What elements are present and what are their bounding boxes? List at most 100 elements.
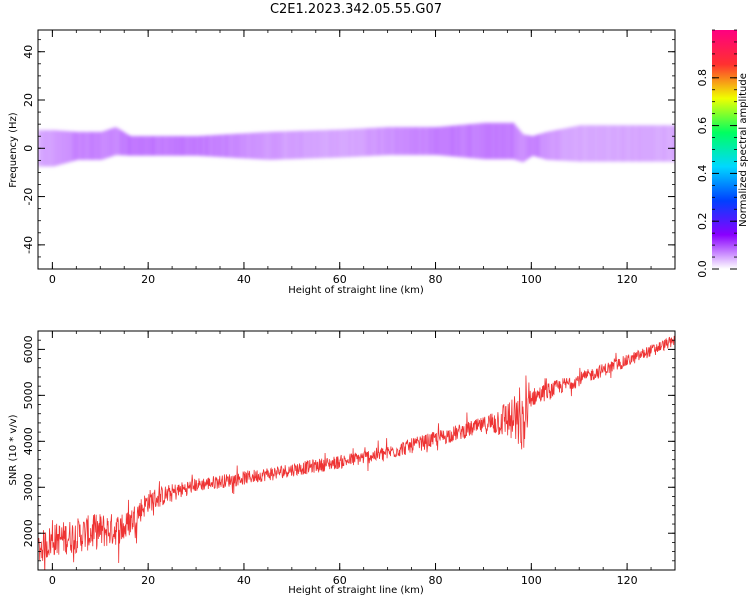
heatmap-cell <box>212 134 215 157</box>
heatmap-cell <box>578 124 581 163</box>
heatmap-cell <box>258 131 261 160</box>
heatmap-cell <box>610 124 613 163</box>
heatmap-cell <box>504 122 507 160</box>
heatmap-cell <box>670 124 673 163</box>
heatmap-cell <box>274 131 277 161</box>
x-tick-label: 80 <box>429 273 443 286</box>
heatmap-cell <box>96 131 99 161</box>
heatmap-cell <box>408 126 411 156</box>
figure-title: C2E1.2023.342.05.55.G07 <box>269 2 443 17</box>
heatmap-cell <box>644 124 647 163</box>
heatmap-cell <box>488 122 491 160</box>
heatmap-cell <box>142 135 145 157</box>
heatmap-cell <box>226 133 229 158</box>
heatmap-cell <box>620 124 623 163</box>
heatmap-cell <box>276 131 279 161</box>
heatmap-cell <box>116 127 119 156</box>
heatmap-cell <box>94 131 97 161</box>
heatmap-cell <box>136 135 139 157</box>
heatmap-cell <box>88 131 91 161</box>
heatmap-cell <box>444 125 447 157</box>
heatmap-cell <box>442 125 445 157</box>
heatmap-cell <box>98 131 101 161</box>
heatmap-cell <box>598 124 601 163</box>
heatmap-cell <box>186 135 189 157</box>
heatmap-cell <box>526 134 529 160</box>
heatmap-cell <box>604 124 607 163</box>
spectrogram-heatmap <box>38 122 675 168</box>
heatmap-cell <box>132 135 135 157</box>
heatmap-cell <box>138 135 141 157</box>
heatmap-cell <box>394 126 397 156</box>
heatmap-cell <box>166 135 169 157</box>
heatmap-cell <box>344 128 347 158</box>
heatmap-cell <box>90 131 93 161</box>
heatmap-cell <box>452 125 455 158</box>
heatmap-cell <box>556 129 559 161</box>
heatmap-cell <box>634 124 637 163</box>
heatmap-cell <box>534 134 537 157</box>
heatmap-cell <box>376 127 379 157</box>
heatmap-cell <box>164 135 167 157</box>
heatmap-cell <box>290 130 293 160</box>
heatmap-cell <box>180 135 183 157</box>
heatmap-cell <box>48 129 51 168</box>
heatmap-cell <box>506 122 509 160</box>
heatmap-cell <box>662 124 665 163</box>
heatmap-cell <box>432 126 435 156</box>
heatmap-cell <box>590 124 593 163</box>
heatmap-cell <box>478 122 481 160</box>
heatmap-cell <box>668 124 671 163</box>
heatmap-cell <box>594 124 597 163</box>
heatmap-cell <box>310 129 313 159</box>
heatmap-cell <box>646 124 649 163</box>
heatmap-cell <box>176 135 179 157</box>
heatmap-cell <box>566 127 569 162</box>
heatmap-cell <box>560 128 563 162</box>
heatmap-cell <box>196 135 199 157</box>
heatmap-cell <box>54 129 57 167</box>
heatmap-cell <box>328 129 331 159</box>
heatmap-cell <box>480 122 483 160</box>
heatmap-cell <box>524 134 527 162</box>
heatmap-cell <box>602 124 605 163</box>
heatmap-cell <box>68 130 71 163</box>
heatmap-cell <box>214 134 217 158</box>
heatmap-cell <box>366 127 369 157</box>
heatmap-cell <box>618 124 621 163</box>
heatmap-cell <box>470 123 473 159</box>
heatmap-cell <box>202 135 205 157</box>
heatmap-cell <box>72 131 75 162</box>
heatmap-cell <box>160 135 163 157</box>
heatmap-cell <box>350 128 353 158</box>
heatmap-cell <box>152 135 155 157</box>
heatmap-cell <box>230 133 233 159</box>
heatmap-cell <box>374 127 377 157</box>
heatmap-cell <box>170 135 173 157</box>
heatmap-cell <box>638 124 641 163</box>
heatmap-cell <box>216 134 219 158</box>
heatmap-cell <box>360 127 363 157</box>
heatmap-cell <box>424 126 427 156</box>
heatmap-cell <box>184 135 187 157</box>
heatmap-cell <box>636 124 639 163</box>
heatmap-cell <box>622 124 625 163</box>
heatmap-cell <box>352 128 355 158</box>
heatmap-cell <box>574 125 577 162</box>
heatmap-cell <box>660 124 663 163</box>
heatmap-cell <box>128 135 131 156</box>
heatmap-cell <box>178 135 181 157</box>
heatmap-cell <box>474 123 477 160</box>
heatmap-cell <box>284 130 287 160</box>
heatmap-cell <box>150 135 153 157</box>
heatmap-cell <box>406 126 409 156</box>
heatmap-cell <box>378 127 381 157</box>
colorbar-tick-label: 0.0 <box>696 260 709 278</box>
heatmap-cell <box>498 122 501 160</box>
heatmap-cell <box>330 129 333 159</box>
heatmap-cell <box>658 124 661 163</box>
heatmap-cell <box>278 131 281 161</box>
